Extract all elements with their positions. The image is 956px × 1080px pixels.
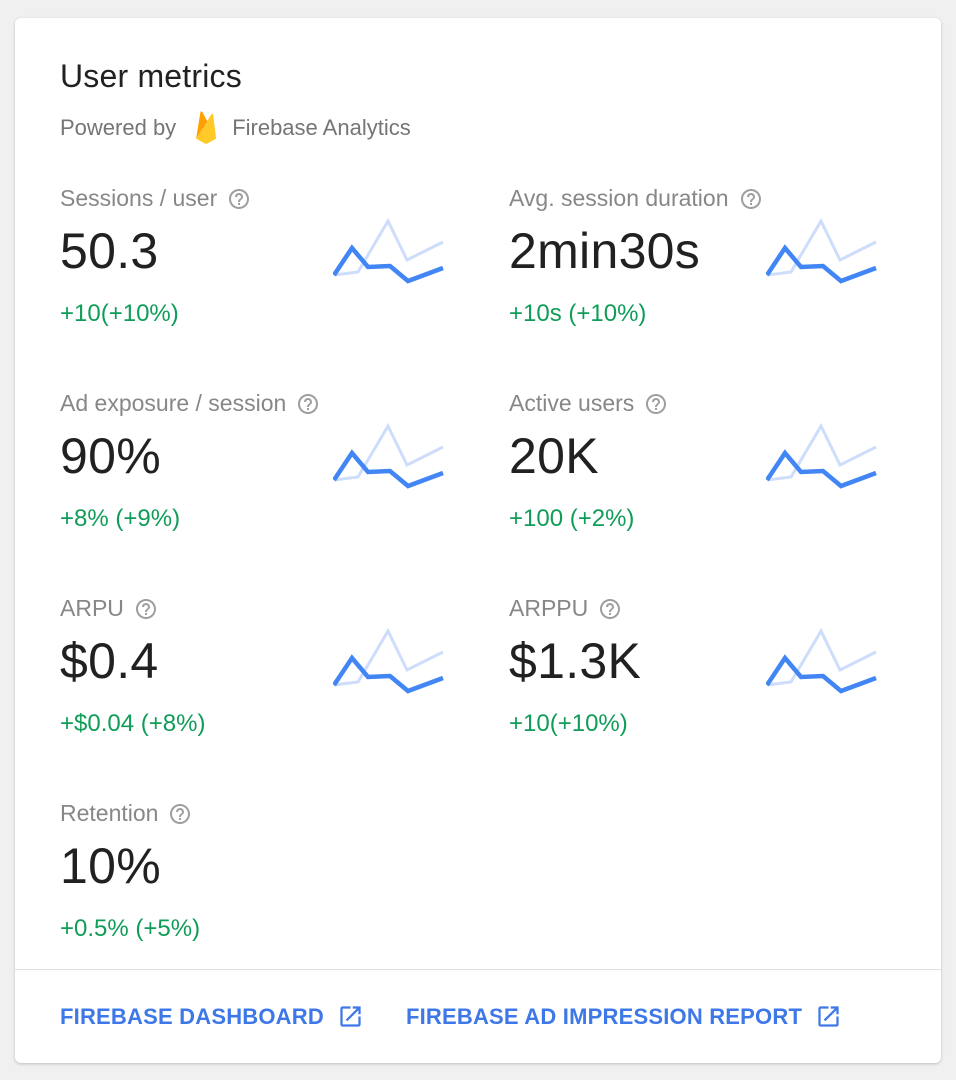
sparkline-current-line	[766, 654, 877, 694]
metric-body: 2min30s	[509, 218, 896, 284]
sparkline-current-line	[766, 244, 877, 284]
help-circle-icon[interactable]	[644, 392, 668, 416]
sparkline-previous-line	[333, 423, 444, 482]
metric-label-row: Ad exposure / session	[60, 390, 509, 417]
page-title: User metrics	[60, 58, 242, 94]
metric-label-row: ARPU	[60, 595, 509, 622]
sparkline-previous-line	[766, 628, 877, 687]
metric-body: $0.4	[60, 628, 509, 694]
help-circle-icon[interactable]	[598, 597, 622, 621]
sparkline-chart	[333, 423, 444, 489]
help-circle-icon[interactable]	[296, 392, 320, 416]
metric-label: Active users	[509, 390, 635, 416]
metric-active-users: Active users 20K +100 (+2%)	[509, 390, 896, 533]
metric-body: 10%	[60, 833, 509, 899]
help-circle-icon[interactable]	[739, 187, 763, 211]
metric-value: 10%	[60, 838, 161, 894]
metric-delta: +0.5% (+5%)	[60, 915, 201, 942]
user-metrics-card: User metrics Powered by Firebase Analyti…	[15, 18, 941, 1063]
metric-value: 20K	[509, 428, 599, 484]
sparkline-chart	[333, 628, 444, 694]
sparkline-current-line	[333, 449, 444, 489]
metric-body: 20K	[509, 423, 896, 489]
open-in-new-icon	[340, 1006, 361, 1027]
firebase-dashboard-link[interactable]: FIREBASE DASHBOARD	[60, 1003, 364, 1030]
metric-value: $1.3K	[509, 633, 642, 689]
metric-label: Retention	[60, 800, 159, 826]
sparkline-chart	[766, 423, 877, 489]
metric-body: 90%	[60, 423, 509, 489]
metric-delta: +100 (+2%)	[509, 505, 635, 532]
metric-value: 2min30s	[509, 223, 701, 279]
sparkline-current-line	[333, 244, 444, 284]
metric-ad-exposure-per-session: Ad exposure / session 90% +8% (+9%)	[60, 390, 509, 533]
metric-label-row: Active users	[509, 390, 896, 417]
metric-arpu: ARPU $0.4 +$0.04 (+8%)	[60, 595, 509, 738]
metric-delta: +8% (+9%)	[60, 505, 181, 532]
firebase-ad-impression-report-link-label: FIREBASE AD IMPRESSION REPORT	[405, 1003, 803, 1029]
metric-delta: +10s (+10%)	[509, 300, 647, 327]
powered-by-label: Powered by	[60, 115, 177, 140]
powered-by-row: Powered by Firebase Analytics	[60, 109, 896, 147]
metric-label: Avg. session duration	[509, 185, 729, 211]
metric-body: 50.3	[60, 218, 509, 284]
metric-delta: +10(+10%)	[509, 710, 628, 737]
metric-label-row: Sessions / user	[60, 185, 509, 212]
sparkline-chart	[766, 628, 877, 694]
sparkline-previous-line	[333, 628, 444, 687]
open-in-new-icon	[818, 1006, 839, 1027]
metric-label: ARPU	[60, 595, 124, 621]
metric-value: 50.3	[60, 223, 159, 279]
help-circle-icon[interactable]	[168, 802, 192, 826]
metric-retention: Retention 10% +0.5% (+5%)	[60, 800, 509, 943]
firebase-flame-icon	[196, 111, 217, 144]
firebase-ad-impression-report-link[interactable]: FIREBASE AD IMPRESSION REPORT	[406, 1003, 842, 1030]
sparkline-current-line	[766, 449, 877, 489]
metric-value: 90%	[60, 428, 161, 484]
metrics-grid: Sessions / user 50.3 +10(+10%) Avg. sess…	[60, 185, 896, 943]
sparkline-chart	[333, 218, 444, 284]
metric-body: $1.3K	[509, 628, 896, 694]
brand-label: Firebase Analytics	[232, 115, 411, 140]
metric-label-row: Retention	[60, 800, 509, 827]
metric-label: Sessions / user	[60, 185, 218, 211]
sparkline-current-line	[333, 654, 444, 694]
metric-delta: +10(+10%)	[60, 300, 179, 327]
metric-label: ARPPU	[509, 595, 589, 621]
metric-label-row: ARPPU	[509, 595, 896, 622]
metric-value: $0.4	[60, 633, 159, 689]
help-circle-icon[interactable]	[134, 597, 158, 621]
footer-divider	[15, 969, 941, 970]
sparkline-previous-line	[766, 218, 877, 277]
empty-grid-cell	[509, 800, 896, 943]
help-circle-icon[interactable]	[227, 187, 251, 211]
metric-label-row: Avg. session duration	[509, 185, 896, 212]
metric-avg-session-duration: Avg. session duration 2min30s +10s (+10%…	[509, 185, 896, 328]
sparkline-chart	[766, 218, 877, 284]
metric-delta: +$0.04 (+8%)	[60, 710, 206, 737]
metric-sessions-per-user: Sessions / user 50.3 +10(+10%)	[60, 185, 509, 328]
card-main: User metrics Powered by Firebase Analyti…	[15, 18, 941, 969]
sparkline-previous-line	[766, 423, 877, 482]
metric-label: Ad exposure / session	[60, 390, 287, 416]
firebase-dashboard-link-label: FIREBASE DASHBOARD	[60, 1003, 324, 1029]
metric-arppu: ARPPU $1.3K +10(+10%)	[509, 595, 896, 738]
card-footer: FIREBASE DASHBOARD FIREBASE AD IMPRESSIO…	[15, 970, 941, 1063]
sparkline-previous-line	[333, 218, 444, 277]
